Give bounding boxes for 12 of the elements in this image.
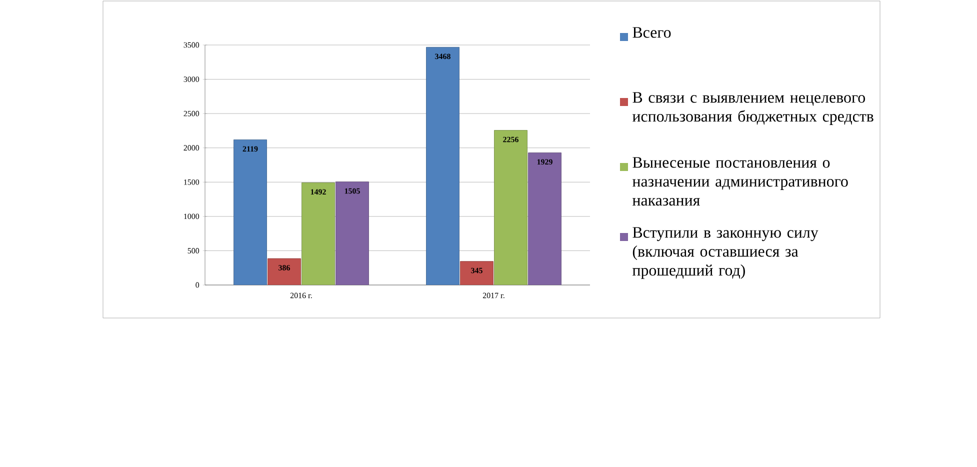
legend-label: Вынесеные постановления о назначении административного наказания [632,157,848,206]
legend-label: В связи с выявлением нецелевого использования бюджетных средств [632,92,874,125]
bar [426,46,460,285]
bar [494,130,528,285]
bar [528,152,562,285]
bar [460,261,494,285]
bar [234,139,267,285]
legend-label: Всего [632,27,671,38]
legend-label: Вступили в законную силу (включая оставшиеся за прошедший год) [632,227,818,279]
bar [268,258,301,285]
bar [336,182,369,285]
bar [302,182,335,285]
